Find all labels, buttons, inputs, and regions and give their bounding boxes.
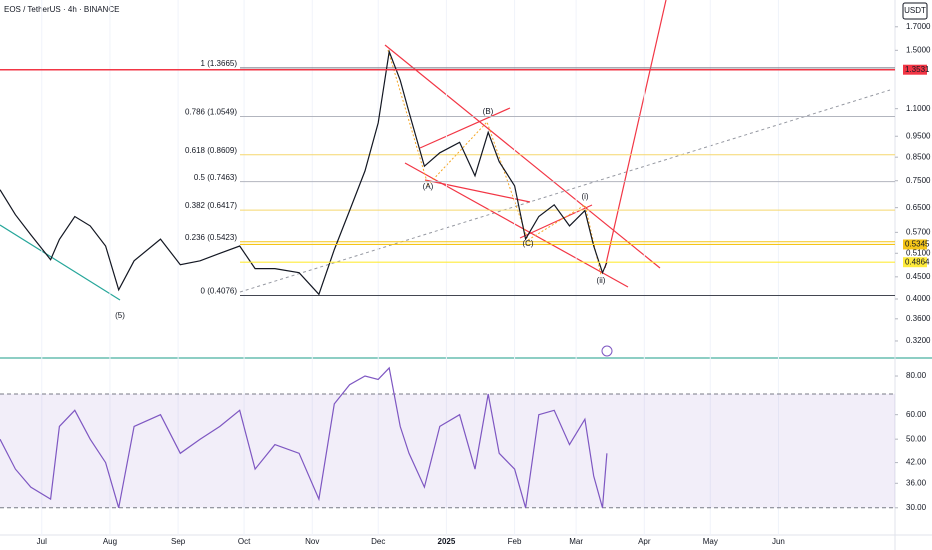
y-tick-label: 0.7500 — [906, 176, 931, 185]
price-tag-label: 1.3531 — [905, 65, 930, 74]
fib-label: 0.236 (0.5423) — [185, 233, 237, 242]
x-tick-label: Nov — [305, 537, 319, 546]
fib-label: 0.5 (0.7463) — [194, 173, 237, 182]
x-tick-label: Feb — [508, 537, 522, 546]
wave-label: (A) — [423, 182, 434, 191]
series-line — [0, 366, 608, 508]
fib-label: 0.382 (0.6417) — [185, 201, 237, 210]
x-tick-label: 2025 — [438, 537, 456, 546]
drawings — [0, 0, 891, 301]
fib-label: 0.786 (1.0549) — [185, 108, 237, 117]
y-tick-label: 50.00 — [906, 434, 927, 443]
wave-label: (ii) — [597, 276, 606, 285]
wave-path — [387, 49, 602, 276]
price-tag — [903, 239, 927, 250]
y-tick-label: 0.5100 — [906, 248, 931, 257]
trend-line — [604, 0, 667, 269]
wave-label: (5) — [115, 311, 125, 320]
x-tick-label: Jul — [37, 537, 47, 546]
series-line — [0, 49, 608, 296]
y-tick-label: 0.5700 — [906, 227, 931, 236]
trend-line — [424, 179, 531, 203]
y-tick-label: 0.8500 — [906, 152, 931, 161]
event-icon[interactable] — [601, 345, 613, 357]
trend-line — [384, 44, 661, 269]
y-tick-label: 1.1000 — [906, 104, 931, 113]
price-tag — [903, 257, 927, 268]
y-tick-label: 0.3600 — [906, 314, 931, 323]
wave-label: (C) — [522, 239, 533, 248]
x-tick-label: May — [703, 537, 718, 546]
y-tick-label: 42.00 — [906, 458, 927, 467]
currency: USDT — [904, 6, 926, 15]
y-tick-label: 1.5000 — [906, 45, 931, 54]
x-tick-label: Mar — [569, 537, 583, 546]
x-tick-label: Oct — [238, 537, 251, 546]
fib-label: 1 (1.3665) — [201, 59, 238, 68]
price-tag-label: 0.5345 — [905, 240, 930, 249]
price-tag — [903, 64, 927, 75]
fib-label: 0 (0.4076) — [201, 287, 238, 296]
x-tick-label: Aug — [103, 537, 117, 546]
y-tick-label: 0.4500 — [906, 272, 931, 281]
trend-line — [419, 107, 511, 149]
currency-box — [902, 2, 928, 20]
y-tick-label: 0.3200 — [906, 336, 931, 345]
y-tick-label: 80.00 — [906, 371, 927, 380]
x-tick-label: Apr — [638, 537, 651, 546]
trend-line — [0, 224, 121, 301]
x-tick-label: Dec — [371, 537, 385, 546]
y-tick-label: 0.9500 — [906, 131, 931, 140]
x-tick-label: Sep — [171, 537, 186, 546]
y-tick-label: 0.6500 — [906, 203, 931, 212]
y-tick-label: 60.00 — [906, 410, 927, 419]
y-tick-label: 0.4000 — [906, 294, 931, 303]
x-tick-label: Jun — [772, 537, 785, 546]
rsi-band — [0, 393, 895, 508]
y-tick-label: 30.00 — [906, 503, 927, 512]
y-tick-label: 36.00 — [906, 478, 927, 487]
chart-header: EOS / TetherUS · 4h · BINANCE — [4, 5, 119, 14]
wave-label: (i) — [581, 192, 588, 201]
y-tick-label: 1.7000 — [906, 22, 931, 31]
price-tag-label: 0.4864 — [905, 257, 930, 266]
wave-label: (B) — [483, 107, 494, 116]
fib-label: 0.618 (0.8609) — [185, 146, 237, 155]
